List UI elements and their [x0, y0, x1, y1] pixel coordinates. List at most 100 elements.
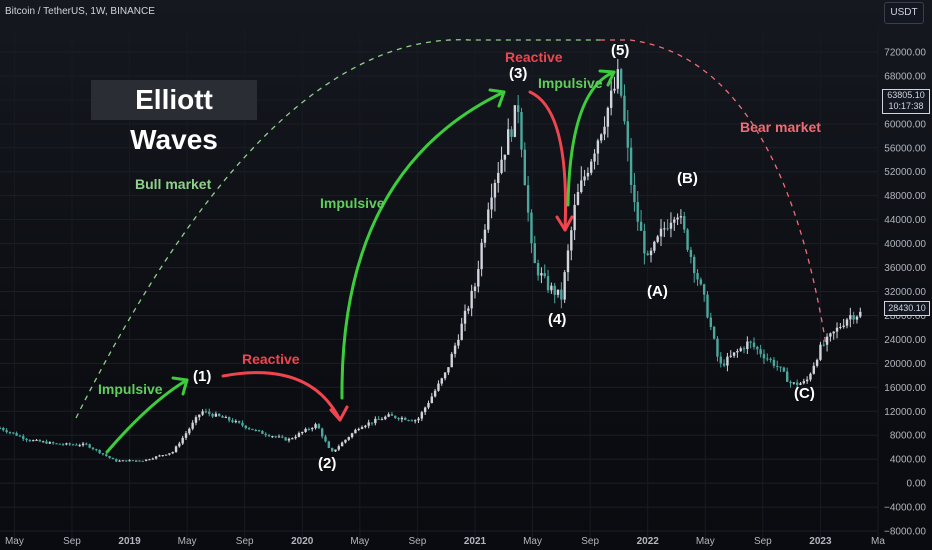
bear-market-label: Bear market: [740, 119, 821, 135]
x-tick-label: Sep: [409, 536, 427, 547]
candle-body: [111, 457, 115, 460]
candle-body: [244, 425, 247, 429]
candle-body: [516, 105, 520, 113]
candle-body: [350, 433, 354, 438]
candle-body: [613, 88, 616, 91]
candle-body: [294, 436, 297, 439]
candle-body: [224, 417, 228, 419]
x-tick-label: May: [696, 536, 715, 547]
last-price-tag: 28430.10: [884, 301, 930, 316]
impulsive-5-label: Impulsive: [538, 75, 603, 91]
candle-body: [297, 433, 301, 437]
y-tick-label: 40000.00: [884, 239, 926, 250]
candle-body: [344, 439, 347, 443]
wave-a-label: (A): [647, 283, 668, 300]
candle-body: [81, 443, 85, 446]
candle-body: [194, 417, 198, 423]
candle-body: [115, 459, 118, 462]
candle-body: [5, 430, 8, 433]
candle-body: [603, 126, 606, 135]
candle-body: [563, 272, 566, 300]
candle-body: [181, 437, 184, 444]
candle-body: [693, 256, 696, 274]
candle-body: [483, 229, 487, 243]
candle-body: [829, 333, 832, 337]
candle-body: [22, 436, 25, 439]
candle-body: [125, 460, 128, 462]
y-tick-label: 56000.00: [884, 143, 926, 154]
candle-body: [832, 331, 835, 334]
x-tick-label: Sep: [63, 536, 81, 547]
candle-body: [307, 428, 311, 430]
candle-body: [477, 269, 480, 287]
impulsive-arrow-1-head: [171, 376, 189, 396]
candle-body: [802, 381, 806, 384]
candle-body: [327, 441, 331, 448]
candle-body: [148, 459, 151, 461]
candle-body: [105, 454, 108, 457]
currency-button[interactable]: USDT: [884, 2, 924, 24]
impulsive-arrow-5: [566, 70, 616, 207]
candle-body: [320, 428, 324, 437]
candle-body: [786, 371, 789, 382]
candle-body: [739, 348, 742, 351]
candle-body: [709, 317, 713, 327]
countdown-value: 10:17:38: [888, 101, 924, 111]
candle-body: [712, 326, 716, 339]
candle-body: [510, 129, 513, 137]
candle-body: [211, 413, 214, 417]
bear-market-curve: [600, 39, 827, 346]
candle-body: [526, 185, 530, 213]
candle-body: [144, 459, 148, 461]
candle-body: [208, 411, 211, 414]
wave-b-label: (B): [677, 170, 698, 187]
candle-body: [95, 449, 98, 451]
candle-body: [198, 414, 201, 418]
x-tick-label: 2023: [809, 536, 832, 547]
candle-body: [443, 372, 447, 379]
y-tick-label: 52000.00: [884, 167, 926, 178]
candle-body: [214, 413, 218, 417]
candle-body: [420, 412, 424, 419]
symbol-header: Bitcoin / TetherUS, 1W, BINANCE: [5, 6, 155, 17]
candle-body: [98, 449, 101, 454]
candle-body: [12, 432, 15, 434]
candle-body: [656, 236, 659, 242]
candle-body: [732, 352, 736, 356]
candle-body: [2, 428, 5, 431]
candle-body: [330, 447, 334, 452]
candle-body: [500, 159, 503, 173]
reactive-arrow-2-head: [329, 405, 349, 422]
candle-body: [48, 442, 52, 444]
candle-body: [815, 359, 819, 366]
impulsive-arrow-3: [340, 90, 506, 400]
reactive-4-label: Reactive: [505, 49, 563, 65]
candle-body: [231, 420, 234, 423]
candle-body: [842, 325, 845, 327]
wave-5-label: (5): [611, 42, 630, 59]
candle-body: [490, 197, 493, 210]
reactive-arrow-2: [221, 371, 342, 422]
candle-body: [523, 149, 527, 186]
candle-body: [221, 416, 224, 418]
y-tick-label: −4000.00: [884, 503, 926, 514]
candle-body: [301, 431, 304, 434]
candle-body: [699, 279, 703, 285]
y-tick-label: 24000.00: [884, 335, 926, 346]
candle-body: [311, 428, 314, 430]
candle-body: [570, 230, 573, 251]
candle-body: [188, 428, 191, 434]
candle-body: [835, 327, 839, 332]
candle-body: [726, 356, 729, 366]
candle-body: [663, 228, 666, 230]
candle-body: [201, 411, 204, 415]
candle-body: [360, 427, 364, 429]
candle-body: [254, 429, 257, 431]
candle-body: [573, 204, 576, 231]
candle-body: [487, 209, 490, 230]
candle-body: [204, 411, 208, 413]
candle-body: [128, 460, 131, 462]
candle-body: [506, 129, 510, 155]
y-tick-label: 20000.00: [884, 359, 926, 370]
